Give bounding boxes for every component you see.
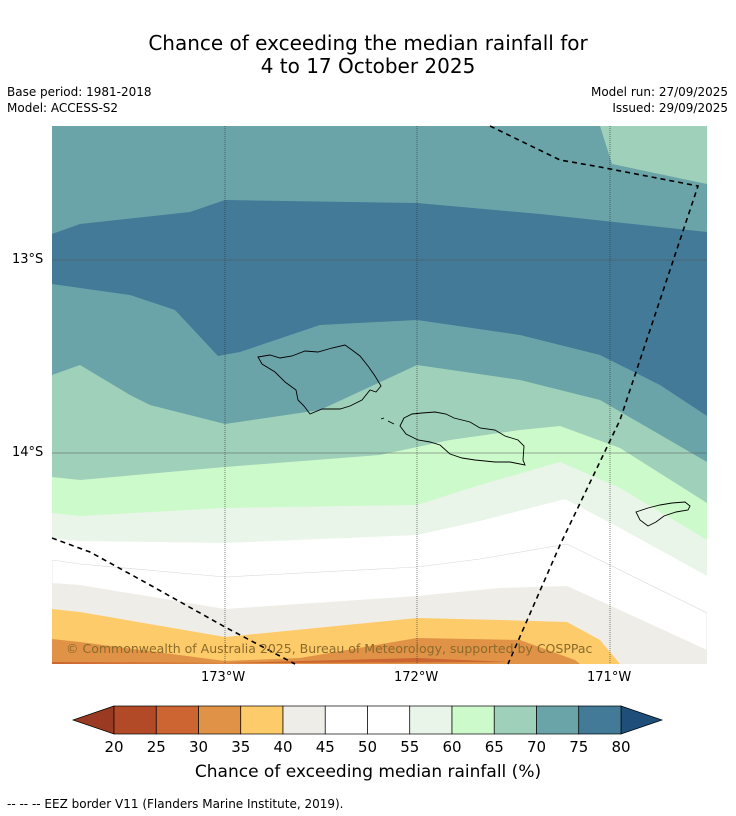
base-period: Base period: 1981-2018	[7, 85, 152, 99]
eez-footnote: -- -- -- EEZ border V11 (Flanders Marine…	[7, 797, 344, 811]
colorbar-cell	[578, 705, 622, 735]
colorbar-cell	[367, 705, 411, 735]
colorbar-cell	[198, 705, 242, 735]
colorbar-tick-label: 70	[526, 738, 547, 756]
band-65-70-north	[600, 126, 707, 184]
colorbar	[71, 705, 664, 735]
model-run: Model run: 27/09/2025	[590, 85, 728, 99]
colorbar-cell	[324, 705, 368, 735]
colorbar-cell	[113, 705, 157, 735]
colorbar-tick-label: 80	[611, 738, 631, 756]
colorbar-tick-label: 50	[357, 738, 378, 756]
upolu-island	[399, 411, 526, 466]
colorbar-tick-label: 40	[273, 738, 293, 756]
lon-label-171w: 171°W	[587, 670, 632, 685]
colorbar-title: Chance of exceeding median rainfall (%)	[194, 762, 542, 782]
copyright-notice: © Commonwealth of Australia 2025, Bureau…	[66, 641, 592, 656]
lon-label-172w: 172°W	[394, 670, 439, 685]
colorbar-tick-label: 25	[146, 738, 166, 756]
colorbar-tick-label: 65	[484, 738, 504, 756]
coastlines	[257, 344, 691, 527]
colorbar-cell	[536, 705, 580, 735]
colorbar-cell	[282, 705, 326, 735]
manono-apolima-islands	[380, 417, 395, 425]
colorbar-cell	[409, 705, 453, 735]
tutuila-island	[635, 501, 691, 527]
colorbar-tick-label: 55	[400, 738, 420, 756]
colorbar-cell	[493, 705, 537, 735]
issued-date: Issued: 29/09/2025	[612, 101, 728, 115]
eez-border	[51, 125, 700, 665]
chart-title-line1: Chance of exceeding the median rainfall …	[148, 31, 588, 55]
probability-shading	[52, 126, 707, 664]
band-30-35	[52, 638, 580, 664]
chart-title-line2: 4 to 17 October 2025	[260, 54, 476, 78]
colorbar-tick-label: 30	[188, 738, 209, 756]
colorbar-tick-label: 20	[104, 738, 124, 756]
graticule	[52, 126, 707, 664]
colorbar-high-extension	[620, 705, 664, 735]
lat-label-13s: 13°S	[12, 252, 44, 267]
colorbar-cells	[113, 705, 622, 735]
colorbar-low-extension	[71, 705, 115, 735]
band-75-80	[52, 200, 707, 416]
colorbar-tick-label: 75	[569, 738, 589, 756]
colorbar-tick-label: 35	[231, 738, 251, 756]
lat-label-14s: 14°S	[12, 445, 44, 460]
colorbar-tick-label: 45	[315, 738, 335, 756]
colorbar-tick-label: 60	[442, 738, 462, 756]
colorbar-cell	[155, 705, 199, 735]
model-name: Model: ACCESS-S2	[7, 101, 119, 115]
savaii-island	[257, 344, 382, 415]
lon-label-173w: 173°W	[201, 670, 246, 685]
colorbar-cell	[240, 705, 284, 735]
colorbar-cell	[451, 705, 495, 735]
band-25-30	[52, 658, 510, 664]
